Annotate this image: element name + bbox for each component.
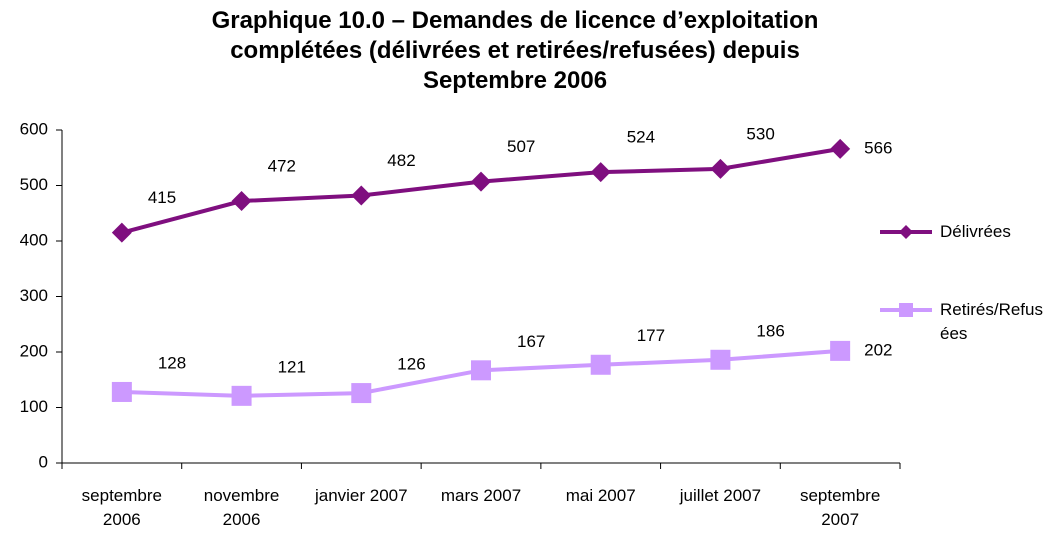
marker	[351, 185, 372, 206]
data-label: 177	[637, 326, 665, 345]
marker	[351, 383, 372, 404]
data-label: 126	[397, 355, 425, 374]
x-tick-label: mai 2007	[565, 486, 636, 505]
marker	[231, 191, 252, 212]
data-label: 128	[158, 353, 186, 372]
marker	[830, 138, 851, 159]
y-tick-label: 500	[20, 175, 48, 194]
y-tick-label: 200	[20, 341, 48, 360]
y-tick-label: 400	[20, 230, 48, 249]
data-label: 566	[864, 138, 892, 157]
marker	[471, 171, 491, 192]
data-label: 121	[278, 357, 306, 376]
marker	[111, 381, 132, 402]
marker	[471, 360, 491, 381]
x-tick-label: juillet 2007	[679, 486, 762, 505]
marker	[710, 349, 731, 370]
data-label: 186	[756, 321, 784, 340]
marker	[710, 158, 731, 179]
y-tick-label: 600	[20, 119, 48, 138]
data-label: 507	[507, 137, 535, 156]
chart-title: Graphique 10.0 – Demandes de licence d’e…	[211, 7, 819, 94]
data-label: 415	[148, 188, 176, 207]
y-tick-label: 100	[20, 397, 48, 416]
y-tick-label: 0	[39, 452, 48, 471]
legend-label: Délivrées	[940, 222, 1011, 241]
marker	[231, 385, 252, 406]
legend-marker	[899, 225, 913, 239]
y-tick-label: 300	[20, 286, 48, 305]
marker	[590, 162, 611, 183]
data-label: 524	[627, 128, 655, 147]
x-tick-label: septembre 2006	[81, 486, 162, 529]
data-label: 167	[517, 332, 545, 351]
marker	[830, 340, 851, 361]
x-tick-label: mars 2007	[440, 486, 522, 505]
marker	[111, 222, 132, 243]
x-tick-label: janvier 2007	[314, 486, 408, 505]
data-label: 482	[387, 151, 415, 170]
marker	[590, 354, 611, 375]
data-label: 530	[746, 124, 774, 143]
legend-label: Retirés/Refusées	[940, 300, 1043, 343]
x-tick-label: septembre 2007	[799, 486, 881, 529]
data-label: 202	[864, 340, 892, 359]
data-label: 472	[268, 157, 296, 176]
x-tick-label: novembre 2006	[203, 486, 280, 529]
legend-marker	[899, 303, 913, 317]
